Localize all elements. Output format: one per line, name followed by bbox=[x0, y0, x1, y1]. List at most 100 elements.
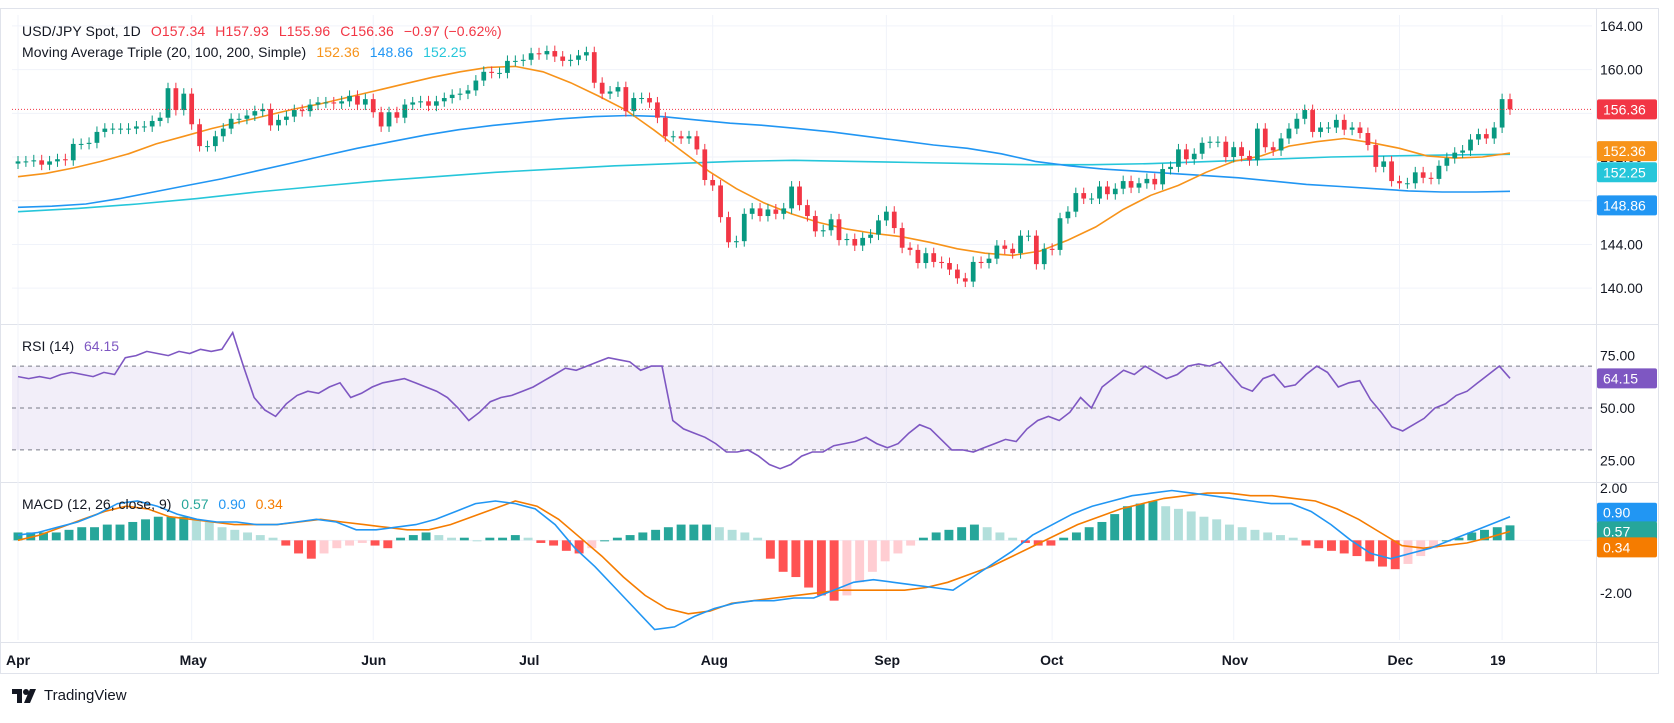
candle-body bbox=[741, 213, 747, 242]
macd-histogram-bar bbox=[1250, 529, 1260, 541]
candle-body bbox=[1097, 186, 1102, 199]
ma200-value: 152.25 bbox=[423, 44, 467, 60]
candle-body bbox=[149, 120, 155, 127]
macd-hist-tag-bg bbox=[1597, 521, 1657, 542]
candle-body bbox=[62, 159, 68, 161]
candle-body bbox=[986, 258, 992, 264]
candle-body bbox=[718, 185, 723, 218]
candle-body bbox=[315, 102, 321, 105]
candle-body bbox=[757, 208, 763, 217]
macd-tick-label: -2.00 bbox=[1600, 585, 1632, 601]
candle-body bbox=[599, 82, 605, 94]
time-tick-label: Aug bbox=[701, 652, 728, 668]
macd-histogram-bar bbox=[1441, 540, 1451, 542]
candle-body bbox=[102, 128, 108, 132]
macd-histogram-bar bbox=[969, 524, 979, 541]
macd-histogram-bar bbox=[1288, 537, 1298, 541]
candle-body bbox=[1476, 134, 1481, 140]
macd-histogram-bar bbox=[549, 540, 559, 546]
macd-hist-value: 0.57 bbox=[181, 496, 209, 512]
macd-header: MACD (12, 26, close, 9) 0.57 0.90 0.34 bbox=[22, 496, 289, 512]
macd-histogram-bar bbox=[268, 537, 278, 541]
candle-body bbox=[31, 160, 37, 162]
candle-body bbox=[686, 136, 692, 139]
tradingview-brand[interactable]: TradingView bbox=[12, 687, 127, 704]
candle-body bbox=[923, 253, 929, 264]
candle-body bbox=[1152, 178, 1158, 185]
macd-label[interactable]: MACD (12, 26, close, 9) bbox=[22, 496, 172, 512]
macd-histogram-bar bbox=[166, 516, 176, 541]
macd-histogram-bar bbox=[855, 540, 865, 583]
candle-body bbox=[749, 208, 755, 214]
candle-body bbox=[331, 102, 337, 104]
price-tick-label: 160.00 bbox=[1600, 62, 1643, 78]
macd-histogram-bar bbox=[676, 524, 686, 541]
rsi-line bbox=[17, 330, 1511, 470]
ma-label[interactable]: Moving Average Triple (20, 100, 200, Sim… bbox=[22, 44, 307, 60]
candle-body bbox=[339, 101, 345, 104]
macd-histogram-bar bbox=[587, 540, 597, 549]
candle-body bbox=[284, 116, 289, 120]
candle-body bbox=[1365, 133, 1371, 146]
time-tick-label: Apr bbox=[6, 652, 31, 668]
macd-hist-tag: 0.57 bbox=[1603, 523, 1630, 539]
candle-body bbox=[1089, 198, 1094, 200]
macd-histogram-bar bbox=[1097, 521, 1107, 541]
macd-histogram-bar bbox=[740, 532, 750, 541]
candle-body bbox=[702, 149, 708, 180]
macd-histogram-bar bbox=[982, 527, 992, 541]
macd-histogram-bar bbox=[638, 532, 648, 541]
macd-histogram-bar bbox=[918, 537, 928, 541]
macd-histogram-bar bbox=[1454, 537, 1464, 541]
macd-histogram-bar bbox=[867, 540, 877, 572]
candle-body bbox=[291, 110, 297, 117]
macd-histogram-bar bbox=[243, 532, 253, 541]
macd-histogram-bar bbox=[1314, 540, 1324, 549]
macd-histogram-bar bbox=[1122, 506, 1132, 541]
candle-body bbox=[1262, 128, 1268, 148]
candle-body bbox=[1183, 149, 1189, 160]
macd-histogram-bar bbox=[64, 529, 74, 541]
symbol-label[interactable]: USD/JPY Spot, 1D bbox=[22, 23, 141, 39]
macd-histogram-bar bbox=[204, 521, 214, 541]
candle-body bbox=[552, 51, 558, 57]
macd-histogram-bar bbox=[536, 540, 546, 543]
macd-histogram-bar bbox=[1492, 527, 1502, 541]
candle-body bbox=[165, 88, 171, 118]
macd-histogram-bar bbox=[434, 535, 444, 541]
candle-body bbox=[1041, 248, 1047, 265]
candle-body bbox=[805, 205, 810, 217]
candle-body bbox=[1468, 139, 1473, 151]
candle-body bbox=[370, 99, 376, 113]
candle-body bbox=[812, 216, 818, 232]
macd-histogram-bar bbox=[102, 524, 112, 541]
rsi-value: 64.15 bbox=[84, 338, 120, 354]
candle-body bbox=[197, 124, 202, 147]
candle-body bbox=[1105, 186, 1110, 195]
candle-body bbox=[1057, 218, 1063, 250]
candle-body bbox=[1191, 153, 1197, 160]
candle-body bbox=[362, 99, 368, 105]
rsi-tick-label: 50.00 bbox=[1600, 400, 1635, 416]
candle-body bbox=[418, 101, 423, 103]
candle-body bbox=[560, 56, 566, 61]
rsi-label[interactable]: RSI (14) bbox=[22, 338, 75, 354]
candle-body bbox=[220, 128, 226, 137]
macd-histogram-bar bbox=[447, 537, 457, 541]
ma100-tag: 148.86 bbox=[1603, 197, 1646, 213]
candle-body bbox=[473, 80, 479, 91]
macd-histogram-bar bbox=[345, 540, 355, 546]
candle-body bbox=[244, 115, 250, 119]
macd-histogram-bar bbox=[906, 540, 916, 546]
time-tick-label: Nov bbox=[1222, 652, 1249, 668]
macd-histogram-bar bbox=[944, 529, 954, 541]
macd-histogram-bar bbox=[561, 540, 571, 551]
macd-histogram-bar bbox=[1071, 532, 1081, 541]
candle-body bbox=[1405, 183, 1410, 185]
candle-body bbox=[307, 104, 313, 112]
macd-histogram-bar bbox=[753, 537, 763, 541]
candle-body bbox=[734, 241, 739, 243]
macd-histogram-bar bbox=[1339, 540, 1349, 554]
macd-histogram-bar bbox=[574, 540, 584, 554]
